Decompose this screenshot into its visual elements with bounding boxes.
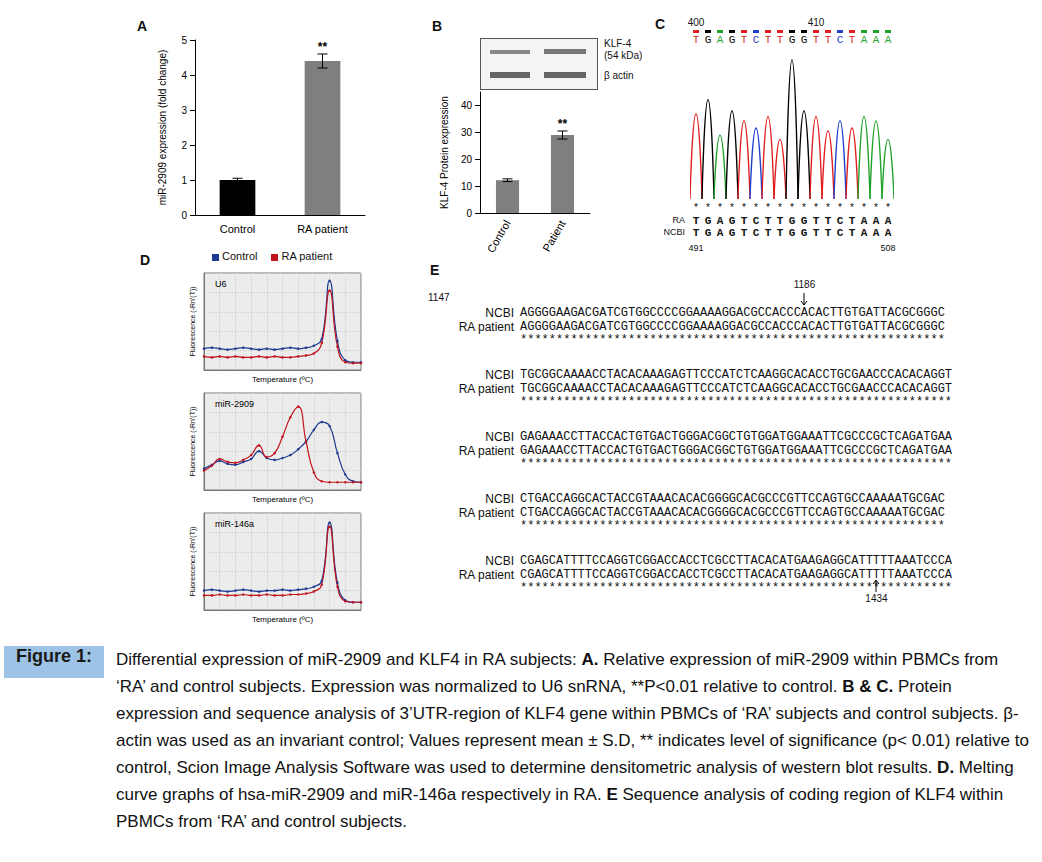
html-text:RA patient: RA patient [458,506,514,520]
html-text:β actin: β actin [604,70,634,81]
html-text:1186: 1186 [793,279,816,290]
svg-text:3: 3 [181,105,187,116]
svg-text:KLF-4 Protein expression: KLF-4 Protein expression [439,96,450,209]
html-text:1434: 1434 [865,593,888,604]
html-text:Control: Control [222,250,258,262]
html-text:(54 kDa): (54 kDa) [604,50,643,61]
svg-text:miR-146a: miR-146a [215,519,254,529]
html-text:RA patient: RA patient [458,382,514,396]
html-text:491: 491 [688,243,704,253]
html-text:Differential expression of miR: Differential expression of miR-2909 and … [116,650,1029,831]
html-text:T G A G T C T T G G T T C T A: T G A G T C T T G G T T C T A A A [692,215,892,227]
svg-text:RA patient: RA patient [297,223,348,235]
svg-text:40: 40 [461,100,473,111]
svg-text:miR-2909 expression (fold chan: miR-2909 expression (fold change) [157,50,168,206]
html-text:NCBI: NCBI [485,306,514,320]
html-text:RA patient: RA patient [458,568,514,582]
svg-text:5: 5 [181,35,187,46]
html-text:RA patient: RA patient [281,250,333,262]
html-text:AGGGGAAGACGATCGTGGCCCCGGAAAAGG: AGGGGAAGACGATCGTGGCCCCGGAAAAGGACGCCACCCA… [520,320,945,334]
html-text:T G A G T C T T G G T T C T A: T G A G T C T T G G T T C T A A A [692,227,892,239]
svg-text:Patient: Patient [540,218,567,254]
svg-text:**: ** [318,40,328,54]
html-text:T G A G T C T T G G T T C T A: T G A G T C T T G G T T C T A A A [692,34,892,46]
html-text:E: E [430,262,440,278]
html-text:NCBI: NCBI [663,227,685,237]
svg-text:20: 20 [461,154,473,165]
html-text:CGAGCATTTTCCAGGTCGGACCACCTCGCC: CGAGCATTTTCCAGGTCGGACCACCTCGCCTTACACATGA… [520,568,953,582]
svg-text:U6: U6 [215,279,227,289]
html-text:NCBI: NCBI [485,430,514,444]
svg-text:Control: Control [220,223,255,235]
html-text:410: 410 [807,17,825,28]
svg-text:Temperature (ºC): Temperature (ºC) [252,615,313,624]
html-text:RA patient: RA patient [458,444,514,458]
svg-text:10: 10 [461,181,473,192]
html-text:RA patient: RA patient [458,320,514,334]
html-text:RA: RA [672,215,685,225]
html-text:NCBI: NCBI [485,554,514,568]
svg-text:Fluorescence (-Rn'(T)): Fluorescence (-Rn'(T)) [189,286,197,356]
html-text:NCBI: NCBI [485,368,514,382]
html-text:400: 400 [687,17,705,28]
html-text:KLF-4: KLF-4 [604,38,632,49]
svg-text:Temperature (ºC): Temperature (ºC) [252,495,313,504]
html-text:508: 508 [880,243,896,253]
html-text:TGCGGCAAAACCTACACAAAGAGTTCCCAT: TGCGGCAAAACCTACACAAAGAGTTCCCATCTCAAGGCAC… [520,382,953,396]
html-text:NCBI: NCBI [485,492,514,506]
html-text:B: B [432,18,443,34]
html-text:CTGACCAGGCACTACCGTAAACACACGGGG: CTGACCAGGCACTACCGTAAACACACGGGGCACGCCCGTT… [520,492,945,506]
svg-text:Fluorescence (-Rn'(T)): Fluorescence (-Rn'(T)) [189,406,197,476]
svg-text:2: 2 [181,140,187,151]
svg-text:miR-2909: miR-2909 [215,399,254,409]
html-text:GAGAAACCTTACCACTGTGACTGGGACGGC: GAGAAACCTTACCACTGTGACTGGGACGGCTGTGGATGGA… [520,430,953,444]
svg-text:**: ** [558,117,568,131]
svg-text:Temperature (ºC): Temperature (ºC) [252,375,313,384]
html-text:TGCGGCAAAACCTACACAAAGAGTTCCCAT: TGCGGCAAAACCTACACAAAGAGTTCCCATCTCAAGGCAC… [520,368,953,382]
html-text:AGGGGAAGACGATCGTGGCCCCGGAAAAGG: AGGGGAAGACGATCGTGGCCCCGGAAAAGGACGCCACCCA… [520,306,945,320]
svg-text:0: 0 [466,208,472,219]
html-text:Figure 1:: Figure 1: [16,646,92,666]
html-text:D: D [140,252,151,268]
svg-text:4: 4 [181,70,187,81]
svg-text:0: 0 [181,210,187,221]
svg-text:30: 30 [461,127,473,138]
svg-text:Control: Control [485,218,513,255]
html-text:A: A [137,18,148,34]
svg-text:Fluorescence (-Rn'(T)): Fluorescence (-Rn'(T)) [189,526,197,596]
html-text:CGAGCATTTTCCAGGTCGGACCACCTCGCC: CGAGCATTTTCCAGGTCGGACCACCTCGCCTTACACATGA… [520,554,953,568]
svg-text:1: 1 [181,175,187,186]
html-text:GAGAAACCTTACCACTGTGACTGGGACGGC: GAGAAACCTTACCACTGTGACTGGGACGGCTGTGGATGGA… [520,444,953,458]
html-text:1147: 1147 [428,292,450,303]
html-text:C: C [655,16,666,32]
html-text:CTGACCAGGCACTACCGTAAACACACGGGG: CTGACCAGGCACTACCGTAAACACACGGGGCACGCCCGTT… [520,506,945,520]
